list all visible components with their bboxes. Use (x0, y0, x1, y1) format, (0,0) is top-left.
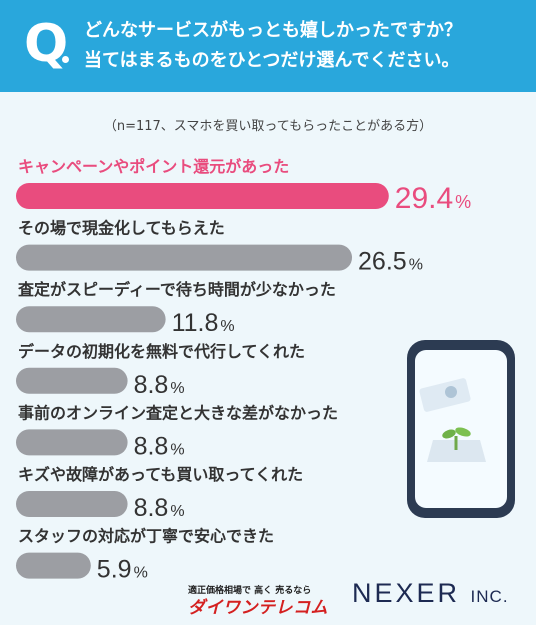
bar (16, 244, 353, 271)
category-label: データの初期化を無料で代行してくれた (18, 342, 305, 361)
category-label: キズや故障があっても買い取ってくれた (18, 465, 303, 484)
bar (16, 306, 166, 333)
category-label: スタッフの対応が丁寧で安心できた (18, 527, 274, 546)
q-dot (62, 56, 69, 63)
nexer-logo-suffix: INC. (470, 587, 509, 606)
category-label: キャンペーンやポイント還元があった (18, 157, 289, 176)
sample-note: （n=117、スマホを買い取ってもらったことがある方） (103, 119, 433, 134)
question-line-2: 当てはまるものをひとつだけ選んでください。 (84, 50, 460, 71)
q-mark: Q (24, 14, 69, 74)
value-label: 5.9 (97, 556, 132, 584)
question-header: Q どんなサービスがもっとも嬉しかったですか？ 当てはまるものをひとつだけ選んで… (0, 0, 536, 92)
daiwan-logo: ダイワンテレコム (188, 598, 328, 618)
unit-label: % (220, 318, 234, 335)
unit-label: % (134, 565, 148, 582)
value-label: 26.5 (358, 248, 407, 276)
value-label: 8.8 (134, 494, 169, 522)
category-label: その場で現金化してもらえた (18, 219, 225, 238)
value-label: 11.8 (172, 309, 219, 337)
value-label: 8.8 (134, 371, 169, 399)
value-label: 8.8 (134, 432, 169, 460)
bar (16, 429, 128, 456)
category-label: 事前のオンライン査定と大きな差がなかった (18, 403, 338, 422)
value-label: 29.4 (395, 182, 453, 215)
category-label: 査定がスピーディーで待ち時間が少なかった (18, 280, 336, 299)
daiwan-logo-tagline: 適正価格相場で 高く 売るなら (188, 586, 312, 596)
nexer-logo-text: NEXER (352, 578, 461, 608)
bar (16, 552, 91, 579)
unit-label: % (170, 380, 184, 397)
unit-label: % (409, 257, 423, 274)
nexer-logo: NEXER INC. (352, 578, 509, 609)
unit-label: % (455, 192, 471, 212)
bar (16, 183, 389, 209)
bar (16, 491, 128, 517)
phone-illustration (407, 340, 515, 518)
bar (16, 367, 128, 394)
unit-label: % (170, 441, 184, 458)
unit-label: % (170, 503, 184, 520)
question-line-1: どんなサービスがもっとも嬉しかったですか？ (84, 20, 462, 41)
